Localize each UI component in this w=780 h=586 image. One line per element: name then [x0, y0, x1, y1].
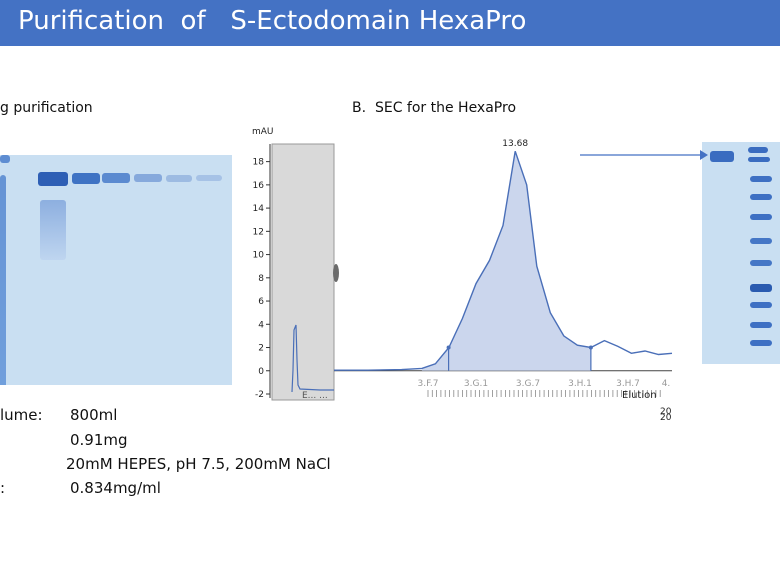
volume-value: 800ml: [70, 406, 118, 424]
peak-label: 13.68: [502, 139, 528, 149]
panel-splitter-handle: [333, 264, 339, 282]
buffer-value: 20mM HEPES, pH 7.5, 200mM NaCl: [66, 455, 331, 473]
series: 13.68: [291, 139, 673, 393]
arrow-head: [700, 150, 708, 160]
boundary-marker-dot: [446, 345, 451, 350]
slide-title: Purification of S-Ectodomain HexaPro: [18, 6, 527, 36]
fraction-label: 3.F.7: [418, 379, 439, 389]
y-tick-label: 12: [253, 227, 264, 237]
y-tick-label: 18: [253, 158, 265, 168]
y-tick-label: 8: [258, 274, 264, 284]
gel-image-right: [702, 142, 780, 364]
y-tick-label: 10: [253, 251, 265, 261]
gel-image-left: [0, 155, 232, 385]
x-axis: 3.F.7 3.G.1 3.G.7 3.H.1 3.H.7 4.: [334, 370, 672, 397]
y-tick-label: 16: [253, 181, 265, 191]
yield-value: 0.91mg: [70, 431, 128, 449]
y-tick-label: 2: [258, 344, 264, 354]
prior-trace-line: [291, 324, 334, 393]
boundary-marker-dot: [588, 345, 593, 350]
y-axis: -2 0 2 4 6 8 10 12 14 16 18: [253, 144, 271, 400]
y-tick-label: -2: [255, 390, 264, 400]
section-b-label: B. SEC for the HexaPro: [352, 100, 517, 116]
section-a-label: g purification: [0, 100, 93, 116]
y-tick-label: 6: [258, 297, 264, 307]
fraction-label: 4.: [662, 379, 671, 389]
series-line: [334, 150, 673, 371]
volume-label: lume:: [0, 406, 43, 424]
x-axis-label: Elution: [622, 390, 657, 401]
concentration-value: 0.834mg/ml: [70, 479, 161, 497]
x-axis-number-2: 20: [660, 413, 672, 423]
title-bar: Purification of S-Ectodomain HexaPro: [0, 0, 780, 46]
fraction-label: 3.G.1: [464, 379, 488, 389]
y-axis-label: mAU: [252, 127, 274, 137]
prior-trace-label: E... ...: [302, 391, 328, 401]
y-tick-label: 14: [253, 204, 265, 214]
y-tick-label: 0: [258, 367, 264, 377]
fraction-label: 3.H.7: [616, 379, 640, 389]
prior-trace-panel: [271, 143, 335, 401]
fraction-label: 3.H.1: [568, 379, 592, 389]
x-axis-number: 20: [660, 407, 672, 417]
fraction-label: 3.G.7: [516, 379, 540, 389]
concentration-label: :: [0, 479, 6, 497]
y-tick-label: 4: [258, 320, 264, 330]
